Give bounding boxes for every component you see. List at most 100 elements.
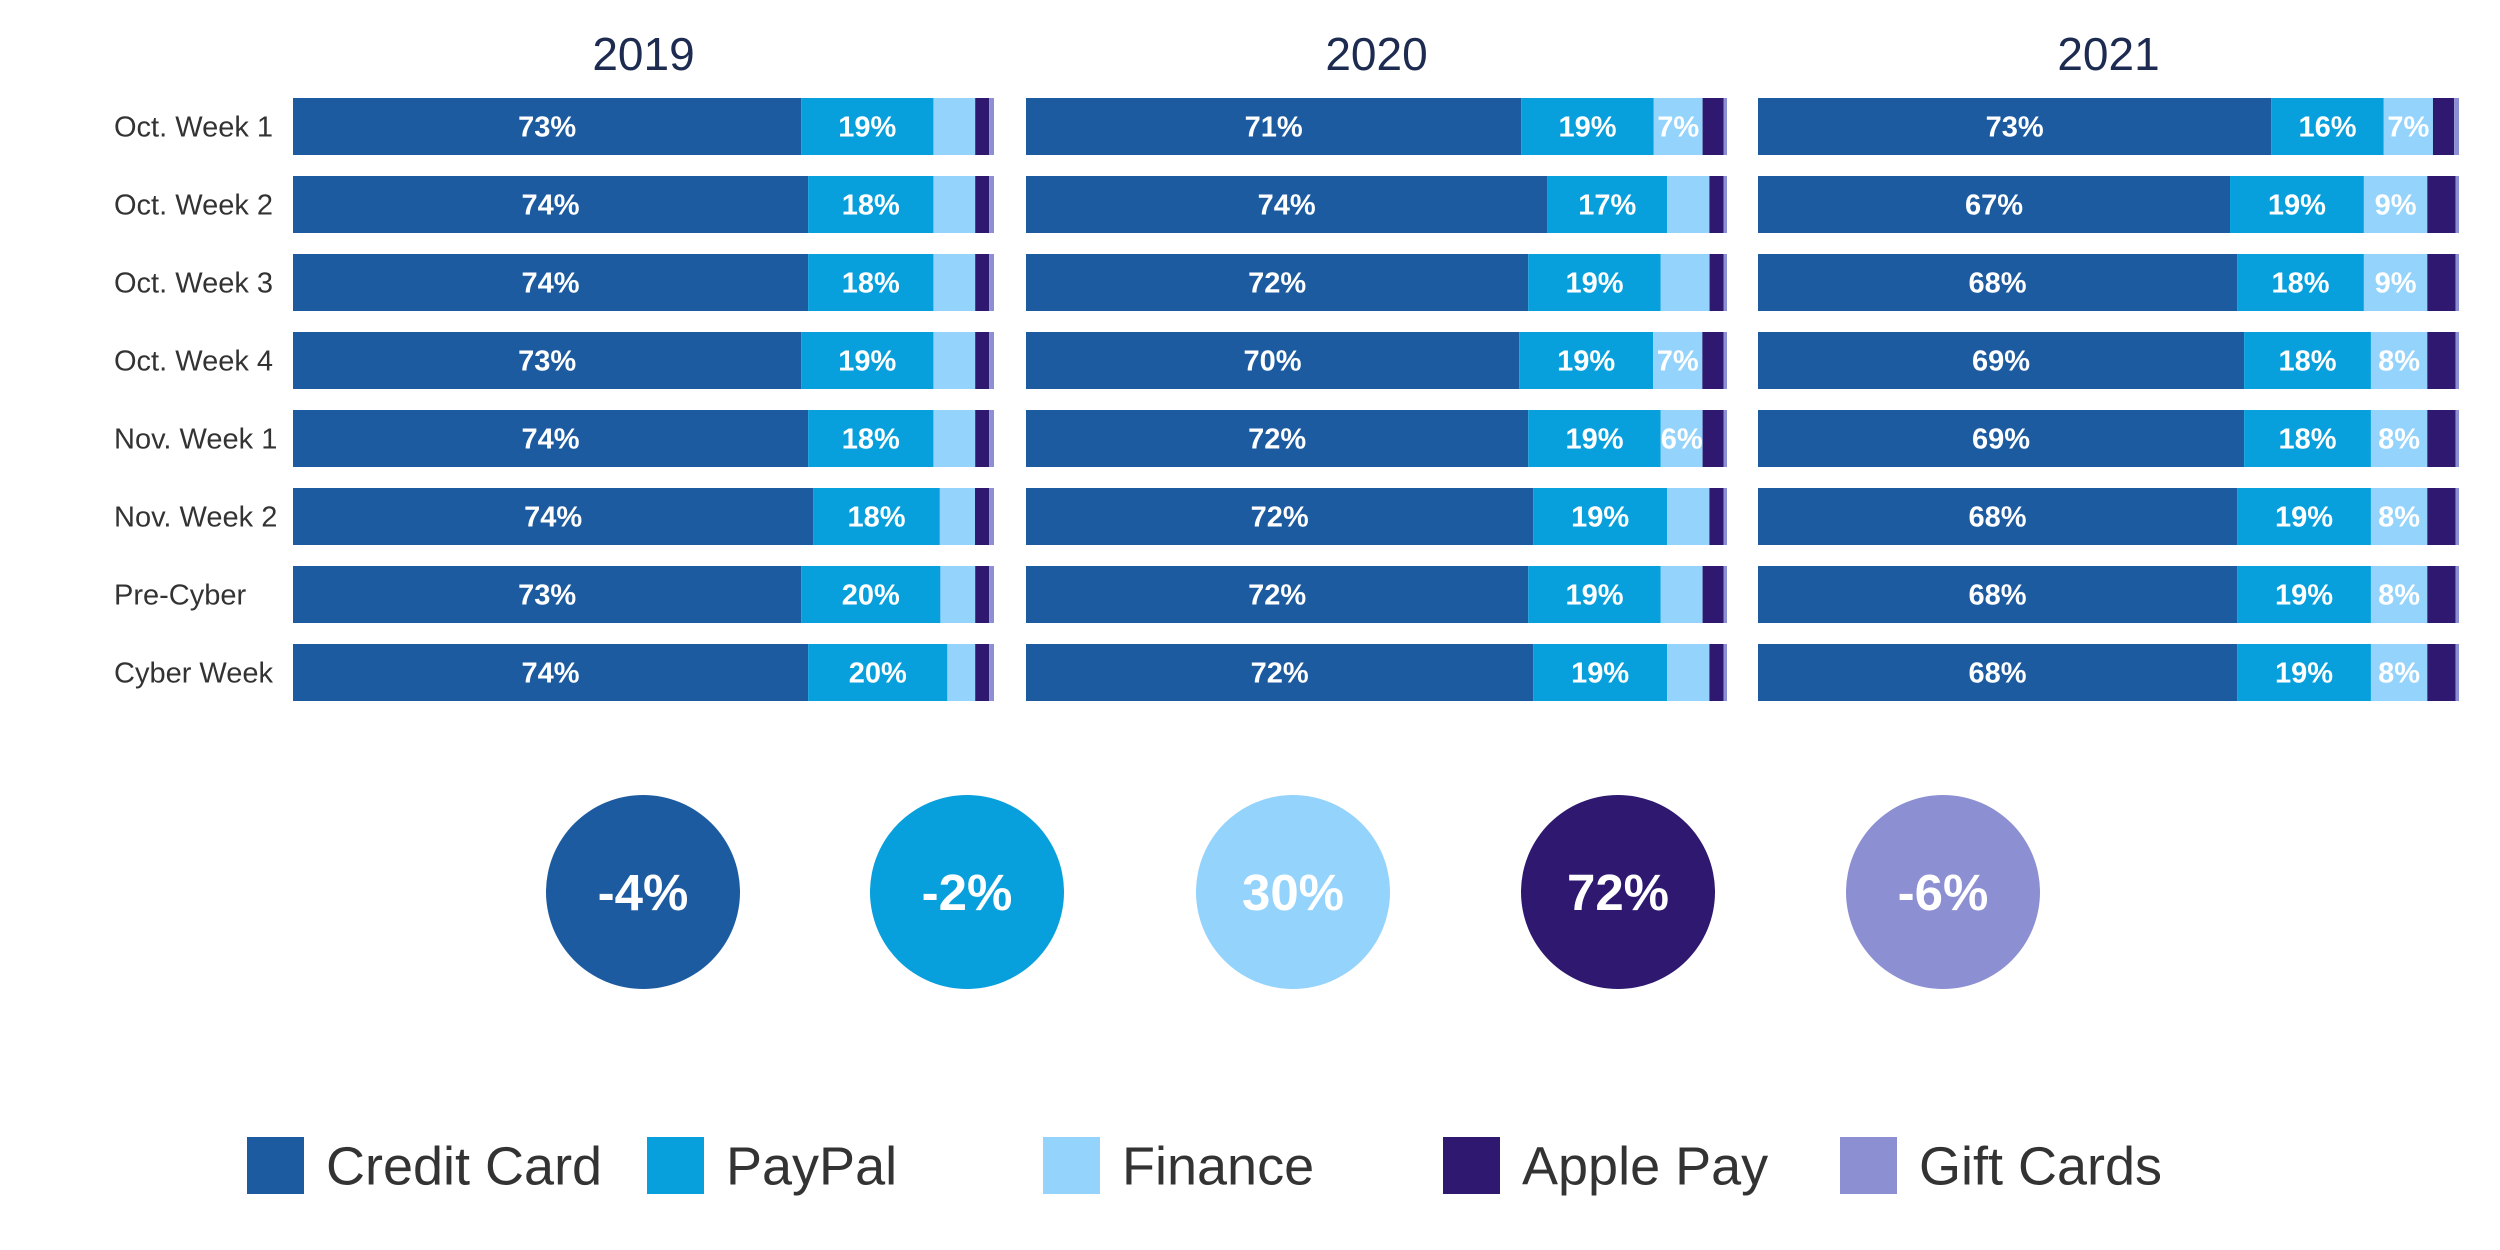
bar-segment-finance [933, 98, 976, 155]
bubble-value: -2% [922, 864, 1013, 921]
bar-row-pre-cyber: 73% 20% [293, 566, 994, 623]
legend-swatch [1043, 1137, 1100, 1194]
bubble-circle [870, 795, 1064, 989]
legend: Credit Card PayPal Finance Apple Pay Gift Ca… [247, 1137, 2162, 1197]
bar-segment-gift-cards [2455, 176, 2459, 233]
bar-segment-gift-cards [1723, 644, 1727, 701]
data-label-credit-card: 67% [1965, 190, 2023, 222]
bar-segment-apple-pay [975, 98, 990, 155]
bubble-circle [1521, 795, 1715, 989]
data-label-credit-card: 72% [1251, 502, 1309, 534]
data-label-credit-card: 72% [1248, 424, 1306, 456]
data-label-paypal: 18% [2279, 346, 2337, 378]
data-label-finance: 7% [1657, 112, 1699, 144]
bar-segment-gift-cards [989, 332, 994, 389]
bar-segment-apple-pay [2432, 98, 2455, 155]
data-label-credit-card: 74% [524, 502, 582, 534]
bar-segment-apple-pay [1702, 410, 1724, 467]
row-label-oct-week-4: Oct. Week 4 [114, 346, 273, 378]
bar-segment-paypal [808, 644, 948, 701]
data-label-finance: 8% [2378, 580, 2420, 612]
bar-segment-paypal [2237, 566, 2371, 623]
bar-segment-paypal [2271, 98, 2384, 155]
bar-segment-gift-cards [989, 176, 994, 233]
bar-segment-paypal [808, 176, 934, 233]
data-label-paypal: 19% [2275, 658, 2333, 690]
row-label-nov-week-2: Nov. Week 2 [114, 502, 277, 534]
data-label-paypal: 19% [2268, 190, 2326, 222]
data-label-paypal: 18% [2271, 268, 2329, 300]
change-bubble-finance: 30% [1196, 795, 1390, 989]
bar-segment-credit-card [293, 98, 802, 155]
bar-row-oct-week-2: 67% 19% 9% [1758, 176, 2459, 233]
bar-segment-apple-pay [975, 488, 990, 545]
bar-segment-apple-pay [2427, 254, 2456, 311]
data-label-finance: 8% [2378, 424, 2420, 456]
bar-segment-paypal [1528, 410, 1661, 467]
data-label-credit-card: 68% [1969, 268, 2027, 300]
bar-segment-gift-cards [1723, 566, 1727, 623]
bar-segment-credit-card [1026, 488, 1534, 545]
bar-segment-gift-cards [2455, 410, 2459, 467]
bar-segment-apple-pay [975, 332, 990, 389]
bar-segment-credit-card [1758, 566, 2238, 623]
row-label-oct-week-1: Oct. Week 1 [114, 112, 273, 144]
legend-item-gift-cards: Gift Cards [1840, 1137, 2162, 1197]
data-label-paypal: 18% [842, 190, 900, 222]
data-label-paypal: 19% [1571, 502, 1629, 534]
bar-segment-finance [940, 566, 976, 623]
data-label-finance: 8% [2378, 502, 2420, 534]
data-label-credit-card: 73% [518, 112, 576, 144]
bar-row-oct-week-2: 74% 18% [293, 176, 994, 233]
data-label-paypal: 20% [849, 658, 907, 690]
bar-segment-paypal [801, 98, 934, 155]
bar-segment-credit-card [1758, 98, 2272, 155]
bar-segment-paypal [2237, 488, 2371, 545]
bar-row-nov-week-1: 74% 18% [293, 410, 994, 467]
data-label-paypal: 19% [2275, 502, 2333, 534]
bar-row-pre-cyber: 68% 19% 8% [1758, 566, 2459, 623]
data-label-finance: 9% [2375, 268, 2417, 300]
bar-segment-apple-pay [2427, 176, 2456, 233]
panel-title: 2019 [592, 28, 694, 80]
bar-segment-finance [2370, 488, 2428, 545]
data-label-paypal: 17% [1578, 190, 1636, 222]
row-label-pre-cyber: Pre-Cyber [114, 580, 246, 612]
bar-segment-apple-pay [975, 566, 990, 623]
bar-segment-apple-pay [1702, 332, 1724, 389]
data-label-credit-card: 70% [1244, 346, 1302, 378]
bar-segment-gift-cards [2455, 644, 2459, 701]
legend-label: PayPal [726, 1137, 897, 1197]
bar-segment-finance [1667, 176, 1710, 233]
bar-segment-credit-card [1026, 644, 1534, 701]
bar-segment-credit-card [1026, 254, 1529, 311]
bar-segment-credit-card [1758, 332, 2245, 389]
bubble-circle [1846, 795, 2040, 989]
bar-segment-finance [1667, 644, 1710, 701]
bar-row-nov-week-2: 72% 19% [1026, 488, 1727, 545]
panel-2020: 2020 71% 19% 7% 74% 17% 72% 19% 70% 19% 7% 72% 19% 6%… [1026, 28, 1727, 701]
row-label-nov-week-1: Nov. Week 1 [114, 424, 277, 456]
data-label-paypal: 19% [1571, 658, 1629, 690]
bar-segment-gift-cards [989, 410, 994, 467]
change-bubble-credit-card: -4% [546, 795, 740, 989]
bar-row-oct-week-3: 74% 18% [293, 254, 994, 311]
data-label-credit-card: 74% [522, 658, 580, 690]
bubble-value: -6% [1898, 864, 1989, 921]
legend-swatch [647, 1137, 704, 1194]
bar-segment-paypal [2244, 410, 2371, 467]
bar-segment-gift-cards [2455, 254, 2459, 311]
row-label-oct-week-3: Oct. Week 3 [114, 268, 273, 300]
data-label-finance: 9% [2375, 190, 2417, 222]
data-label-credit-card: 73% [518, 346, 576, 378]
legend-swatch [247, 1137, 304, 1194]
bar-segment-credit-card [1758, 254, 2238, 311]
change-bubble-apple-pay: 72% [1521, 795, 1715, 989]
bar-segment-gift-cards [989, 566, 994, 623]
data-label-paypal: 19% [838, 346, 896, 378]
bar-segment-paypal [1521, 98, 1654, 155]
bar-segment-gift-cards [2454, 98, 2459, 155]
data-label-finance: 8% [2378, 346, 2420, 378]
bar-segment-apple-pay [975, 176, 990, 233]
bar-row-oct-week-1: 71% 19% 7% [1026, 98, 1727, 155]
